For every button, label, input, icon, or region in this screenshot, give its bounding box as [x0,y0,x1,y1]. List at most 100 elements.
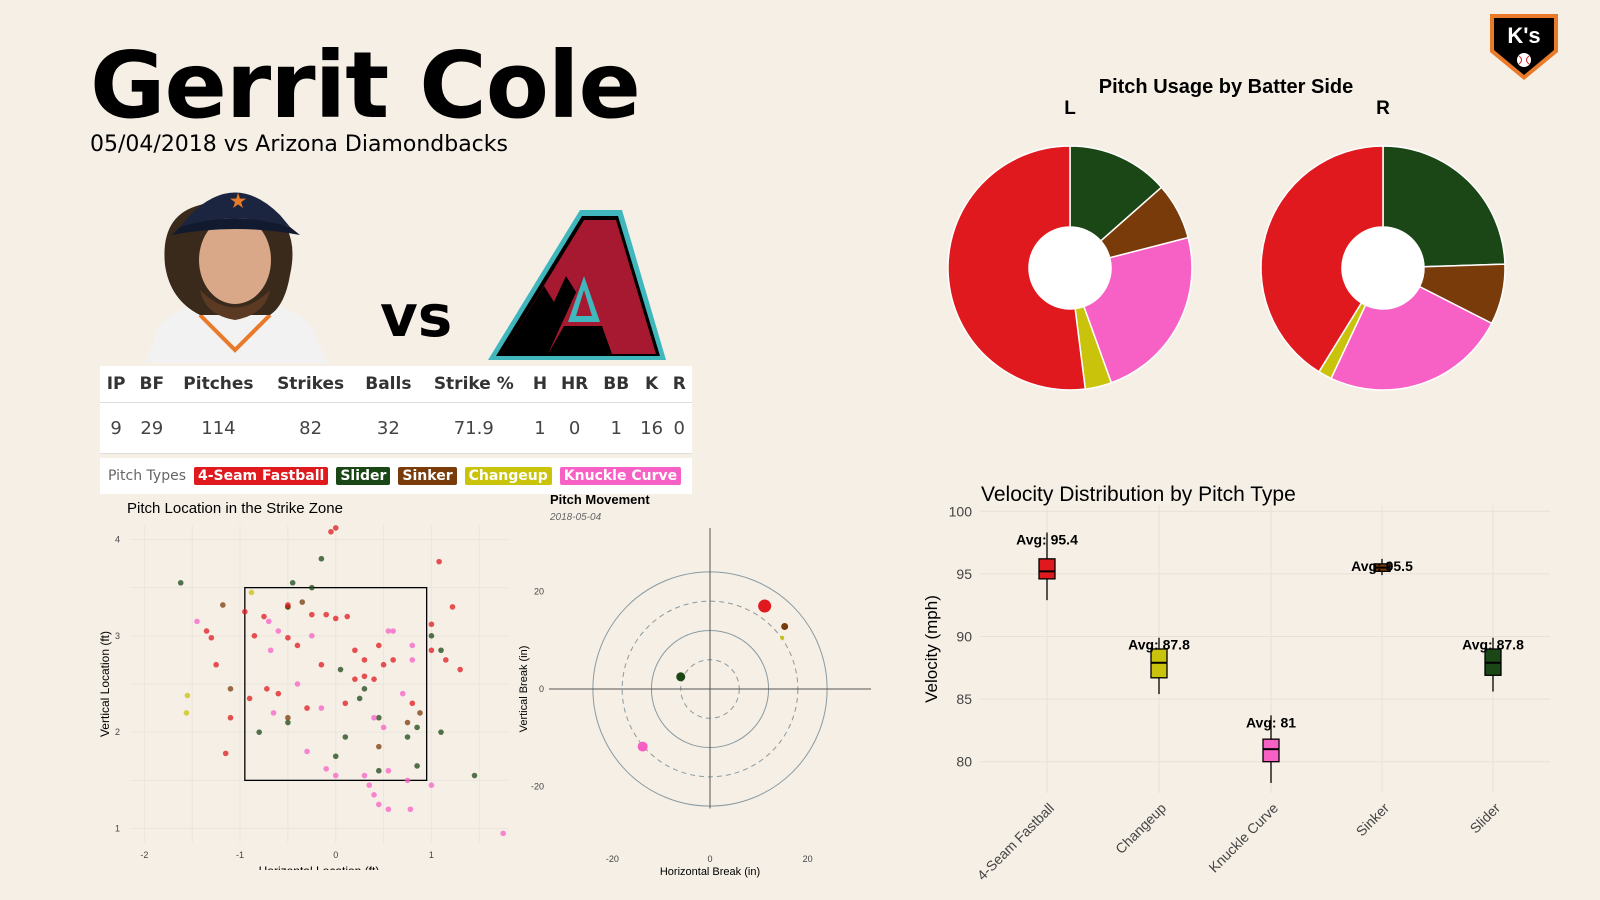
y-axis-label: Vertical Location (ft) [98,631,112,737]
y-axis-label: Velocity (mph) [922,595,941,703]
pitch-point [438,729,444,735]
pitch-point [385,767,392,774]
pitch-point [318,555,325,562]
pitch-point [332,525,339,531]
pitch-point [294,642,301,649]
stats-value-cell: 29 [132,402,172,454]
box-body [1038,558,1056,580]
pitch-point [404,719,411,726]
y-axis-label: Vertical Break (in) [518,646,530,733]
x-axis-label: Horizontal Location (ft) [259,864,380,870]
y-tick-label: 20 [534,586,544,596]
pitch-point [414,724,420,731]
movement-point [781,623,789,631]
pitch-type-chip: 4-Seam Fastball [193,467,329,485]
y-tick-label: 90 [956,628,972,644]
pitch-point [194,618,200,625]
pitch-point [304,748,310,755]
pitch-point [309,611,315,618]
velocity-chart: Velocity Distribution by Pitch Type 80 85 9… [922,483,1550,883]
stats-header-cell: HR [553,366,596,403]
pitch-point [385,628,392,634]
x-axis-label: Horizontal Break (in) [660,866,760,878]
pitch-point [227,714,234,721]
stats-value-cell: 9 [100,402,133,454]
x-tick-label: -20 [606,854,619,864]
pitch-point [342,700,349,707]
pitch-point [500,830,507,837]
pitch-point [285,634,291,641]
pitch-point [371,676,377,682]
pitch-point [352,676,358,682]
pitch-point [285,719,291,726]
pitch-point [449,604,456,610]
pitch-point [417,710,423,716]
pitch-point [208,634,215,641]
stats-header-cell: H [526,366,554,403]
pitch-usage-chart: Pitch Usage by Batter Side L R [947,76,1506,391]
pitch-point [294,681,301,687]
pitch-point [366,782,373,788]
pitch-point [270,710,277,716]
donut-hole [1029,227,1111,309]
pitch-point [404,734,411,740]
stats-header-row: IP BF Pitches Strikes Balls Strike % H HR BB K R [100,366,692,403]
avg-label: Avg: 87.8 [1462,637,1524,653]
stats-header-cell: BF [132,366,172,403]
pitch-point [409,642,416,649]
x-tick-label: Sinker [1353,800,1393,840]
pitch-point [183,710,190,716]
y-tick-label: -20 [531,782,544,792]
pitch-point [342,734,349,740]
pitch-point [390,628,396,634]
ks-logo-text: K's [1507,23,1540,48]
y-tick-label: 0 [539,684,544,694]
pitch-point [376,767,382,774]
stats-header-cell: Pitches [171,366,266,403]
stats-header-cell: BB [595,366,637,403]
y-tick-label: 95 [956,566,972,582]
pitch-point [438,647,444,654]
donut-hole [1342,227,1424,309]
stats-value-cell: 82 [265,402,356,454]
pitch-point [242,608,248,615]
movement-point [676,672,686,682]
pitch-types-legend: Pitch Types 4-Seam Fastball Slider Sinker C… [100,458,692,494]
x-tick-label: Slider [1466,800,1503,837]
pitch-point [442,657,449,663]
pitch-point [409,700,416,707]
pitch-point [220,602,226,608]
pitch-point [385,806,392,813]
pitch-point [390,657,396,663]
pitch-point [184,692,191,699]
pitch-point [246,695,253,702]
x-tick-label: 4-Seam Fastball [974,800,1057,883]
pitch-point [332,615,339,622]
pitch-point [428,647,435,654]
pitch-point [344,613,351,620]
y-tick-label: 100 [949,503,973,519]
stats-value-cell: 114 [171,402,266,454]
pitch-point [399,690,406,697]
game-subtitle: 05/04/2018 vs Arizona Diamondbacks [90,132,508,157]
y-tick-label: 3 [115,631,120,641]
pitch-point [361,686,368,692]
avg-label: Avg: 81 [1246,714,1296,730]
pitch-point [428,782,435,788]
stats-header-cell: Strikes [265,366,356,403]
pitch-point [409,657,416,663]
x-tick-label: 1 [429,850,434,860]
pitch-point [275,628,282,634]
pitch-point [285,714,291,721]
pitch-point [265,618,272,625]
stats-value-cell: 1 [595,402,637,454]
pitch-point [309,633,315,639]
pitch-point [227,686,234,692]
pitch-point [332,753,339,760]
x-tick-label: -1 [236,850,244,860]
pitch-point [332,772,339,779]
pitch-point [457,666,463,673]
pitch-movement-chart: Pitch Movement 2018-05-04 -20 0 20 -20 0 20 Hori… [518,492,872,878]
vs-label: vs [380,282,453,350]
pitch-point [404,777,411,784]
